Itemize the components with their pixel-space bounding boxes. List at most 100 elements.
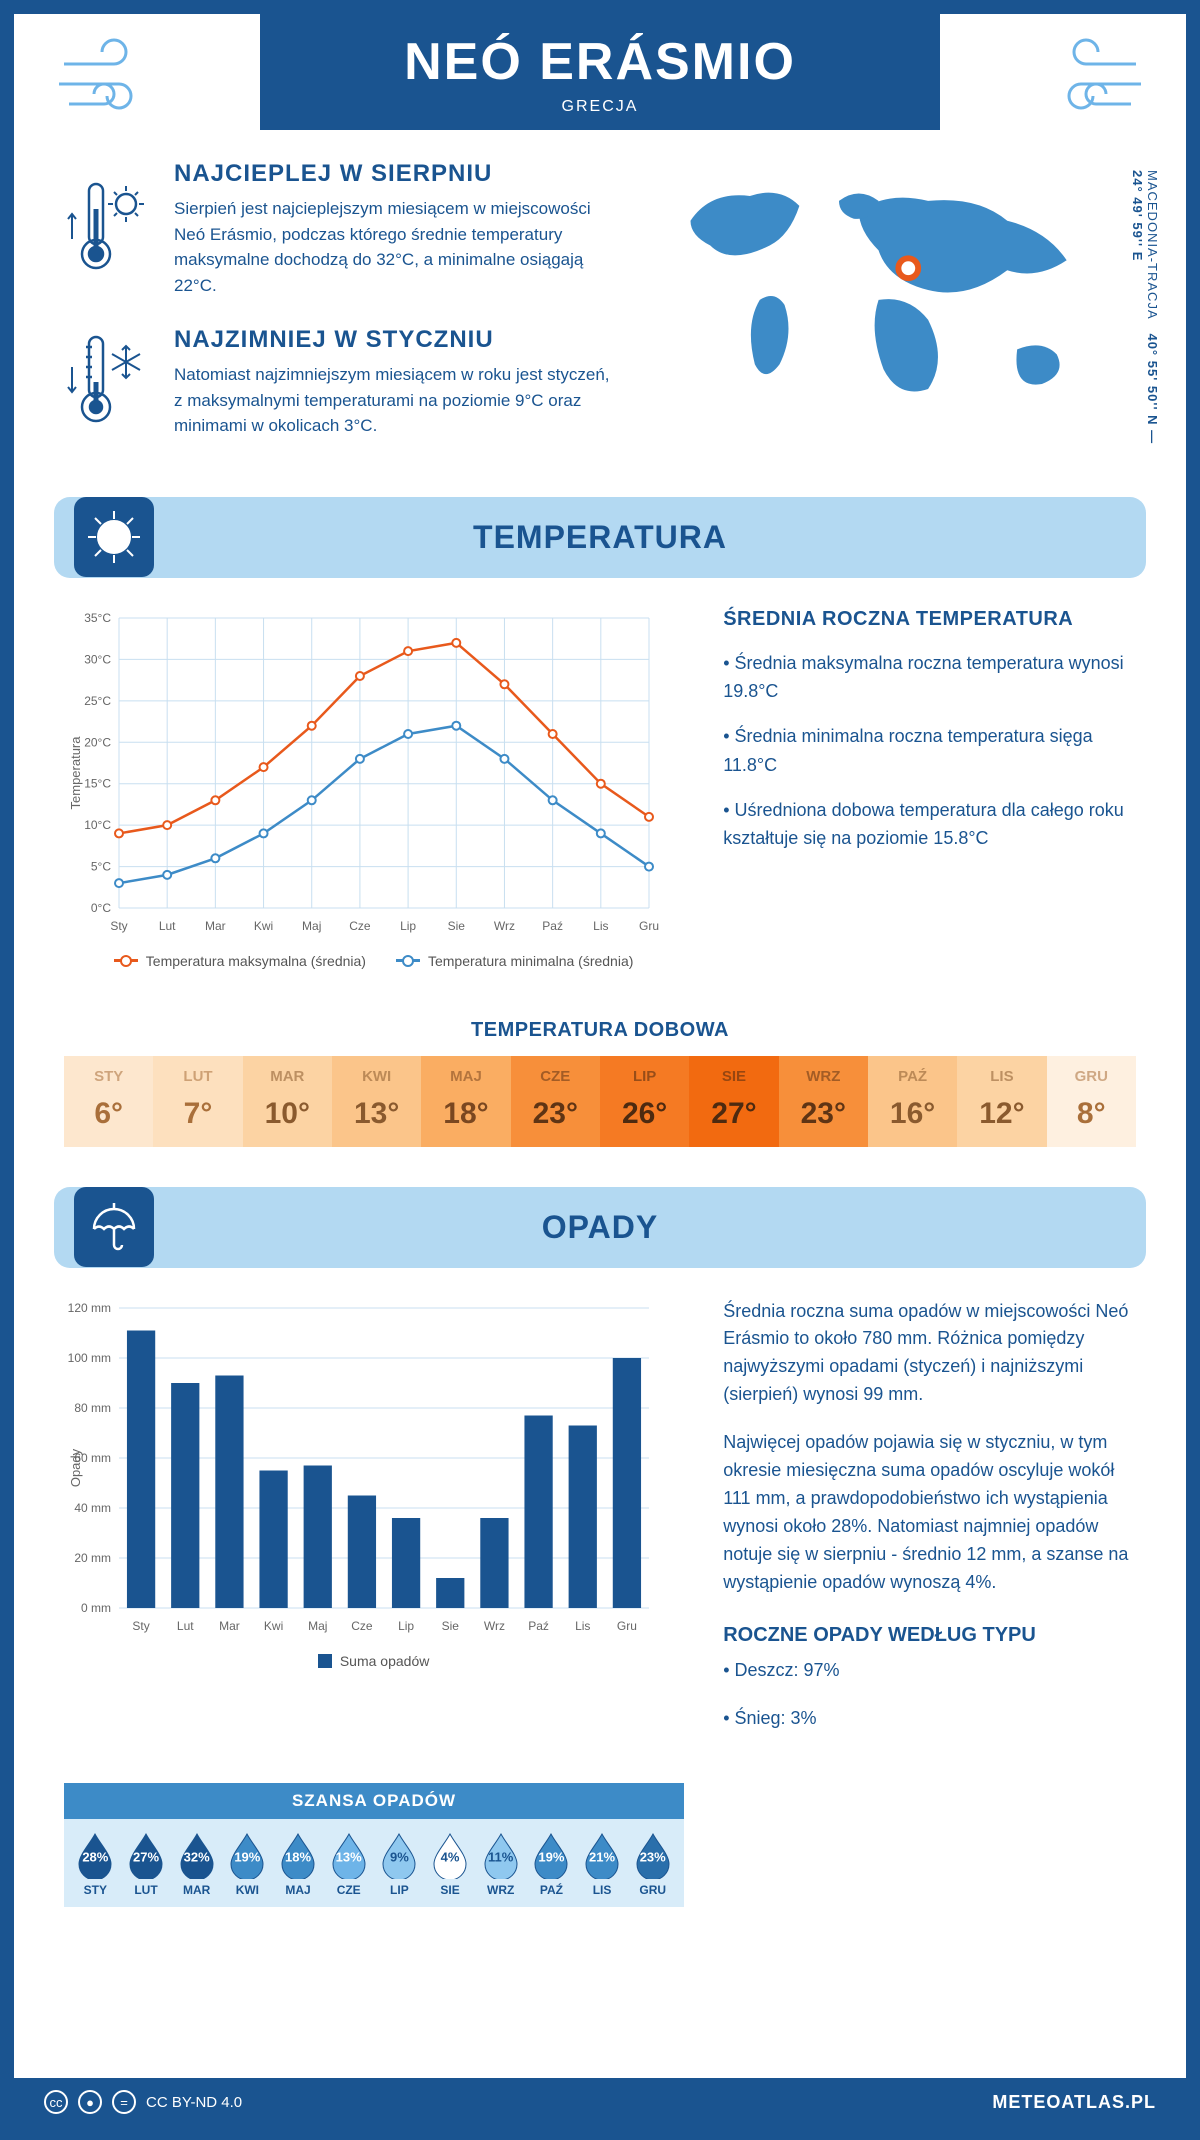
daily-cell: STY 6° (64, 1056, 153, 1147)
precip-type-title: ROCZNE OPADY WEDŁUG TYPU (723, 1624, 1136, 1647)
chance-cell: 19% PAŹ (526, 1831, 577, 1897)
nd-icon: = (112, 2090, 136, 2114)
warmest-fact: NAJCIEPLEJ W SIERPNIU Sierpień jest najc… (64, 160, 611, 298)
svg-text:Gru: Gru (639, 919, 659, 933)
license-text: CC BY-ND 4.0 (146, 2094, 242, 2111)
svg-text:0°C: 0°C (91, 901, 111, 915)
svg-text:Lut: Lut (177, 1619, 194, 1633)
thermometer-hot-icon (64, 160, 154, 298)
svg-text:120 mm: 120 mm (68, 1301, 111, 1315)
daily-temp-table: STY 6° LUT 7° MAR 10° KWI 13° MAJ 18° CZ… (64, 1056, 1136, 1147)
wind-icon (54, 34, 174, 146)
temperature-line-chart: 0°C5°C10°C15°C20°C25°C30°C35°CStyLutMarK… (64, 608, 664, 938)
warmest-title: NAJCIEPLEJ W SIERPNIU (174, 160, 611, 188)
title-band: NEÓ ERÁSMIO GRECJA (260, 14, 940, 130)
world-map (641, 160, 1136, 420)
annual-temp-title: ŚREDNIA ROCZNA TEMPERATURA (723, 608, 1136, 631)
wind-icon (1026, 34, 1146, 146)
raindrop-icon: 9% (379, 1831, 419, 1879)
svg-text:Lip: Lip (398, 1619, 414, 1633)
svg-text:35°C: 35°C (84, 611, 111, 625)
svg-text:15°C: 15°C (84, 776, 111, 790)
svg-text:Lip: Lip (400, 919, 416, 933)
svg-text:30°C: 30°C (84, 652, 111, 666)
daily-cell: GRU 8° (1047, 1056, 1136, 1147)
precipitation-bar-chart: 0 mm20 mm40 mm60 mm80 mm100 mm120 mmStyL… (64, 1298, 664, 1638)
daily-temp-title: TEMPERATURA DOBOWA (14, 1019, 1186, 1042)
annual-fact: • Średnia minimalna roczna temperatura s… (723, 722, 1136, 780)
daily-cell: PAŹ 16° (868, 1056, 957, 1147)
raindrop-icon: 18% (278, 1831, 318, 1879)
annual-fact: • Uśredniona dobowa temperatura dla całe… (723, 796, 1136, 854)
raindrop-icon: 11% (481, 1831, 521, 1879)
chance-cell: 27% LUT (121, 1831, 172, 1897)
temperature-section-header: TEMPERATURA (54, 497, 1146, 578)
sun-icon (74, 497, 154, 577)
svg-text:Sty: Sty (110, 919, 127, 933)
daily-cell: WRZ 23° (779, 1056, 868, 1147)
daily-cell: LUT 7° (153, 1056, 242, 1147)
chance-cell: 19% KWI (222, 1831, 273, 1897)
raindrop-icon: 13% (329, 1831, 369, 1879)
chance-cell: 23% GRU (627, 1831, 678, 1897)
coordinates: MACEDONIA-TRACJA 40° 55' 50'' N — 24° 49… (1130, 170, 1160, 467)
precip-legend: Suma opadów (64, 1653, 683, 1669)
svg-text:Sie: Sie (448, 919, 466, 933)
svg-text:25°C: 25°C (84, 693, 111, 707)
coldest-fact: NAJZIMNIEJ W STYCZNIU Natomiast najzimni… (64, 326, 611, 439)
svg-text:Cze: Cze (351, 1619, 373, 1633)
svg-text:Temperatura: Temperatura (68, 735, 83, 809)
umbrella-icon (74, 1187, 154, 1267)
svg-text:Lis: Lis (575, 1619, 590, 1633)
svg-text:Kwi: Kwi (254, 919, 273, 933)
svg-text:5°C: 5°C (91, 859, 111, 873)
svg-text:100 mm: 100 mm (68, 1351, 111, 1365)
raindrop-icon: 28% (75, 1831, 115, 1879)
chance-cell: 32% MAR (171, 1831, 222, 1897)
raindrop-icon: 27% (126, 1831, 166, 1879)
warmest-text: Sierpień jest najcieplejszym miesiącem w… (174, 196, 611, 298)
daily-cell: MAJ 18° (421, 1056, 510, 1147)
svg-text:40 mm: 40 mm (74, 1501, 111, 1515)
svg-text:Maj: Maj (308, 1619, 327, 1633)
daily-cell: MAR 10° (243, 1056, 332, 1147)
raindrop-icon: 32% (177, 1831, 217, 1879)
svg-text:Sty: Sty (132, 1619, 149, 1633)
svg-text:80 mm: 80 mm (74, 1401, 111, 1415)
raindrop-icon: 19% (531, 1831, 571, 1879)
chance-cell: 11% WRZ (475, 1831, 526, 1897)
chance-cell: 4% SIE (425, 1831, 476, 1897)
site-brand: METEOATLAS.PL (992, 2092, 1156, 2113)
location-title: NEÓ ERÁSMIO (260, 32, 940, 92)
cc-icon: cc (44, 2090, 68, 2114)
footer: cc ● = CC BY-ND 4.0 METEOATLAS.PL (14, 2078, 1186, 2126)
svg-text:Gru: Gru (617, 1619, 637, 1633)
svg-text:Lis: Lis (593, 919, 608, 933)
chance-cell: 18% MAJ (273, 1831, 324, 1897)
chance-cell: 9% LIP (374, 1831, 425, 1897)
country-subtitle: GRECJA (260, 98, 940, 116)
chance-title: SZANSA OPADÓW (64, 1783, 684, 1819)
svg-text:20 mm: 20 mm (74, 1551, 111, 1565)
chance-cell: 21% LIS (577, 1831, 628, 1897)
precip-type: • Śnieg: 3% (723, 1705, 1136, 1733)
daily-cell: KWI 13° (332, 1056, 421, 1147)
thermometer-cold-icon (64, 326, 154, 439)
svg-text:Sie: Sie (442, 1619, 460, 1633)
temperature-legend: Temperatura maksymalna (średnia) Tempera… (64, 953, 683, 969)
precip-chance-panel: SZANSA OPADÓW 28% STY 27% LUT (64, 1783, 684, 1907)
svg-text:Wrz: Wrz (494, 919, 515, 933)
svg-text:0 mm: 0 mm (81, 1601, 111, 1615)
coldest-text: Natomiast najzimniejszym miesiącem w rok… (174, 362, 611, 439)
raindrop-icon: 19% (227, 1831, 267, 1879)
precip-detail: Najwięcej opadów pojawia się w styczniu,… (723, 1429, 1136, 1596)
daily-cell: SIE 27° (689, 1056, 778, 1147)
svg-text:Opady: Opady (68, 1448, 83, 1487)
svg-text:Paź: Paź (528, 1619, 549, 1633)
raindrop-icon: 21% (582, 1831, 622, 1879)
raindrop-icon: 4% (430, 1831, 470, 1879)
svg-text:Mar: Mar (205, 919, 226, 933)
daily-cell: LIS 12° (957, 1056, 1046, 1147)
chance-cell: 13% CZE (323, 1831, 374, 1897)
precip-section-header: OPADY (54, 1187, 1146, 1268)
